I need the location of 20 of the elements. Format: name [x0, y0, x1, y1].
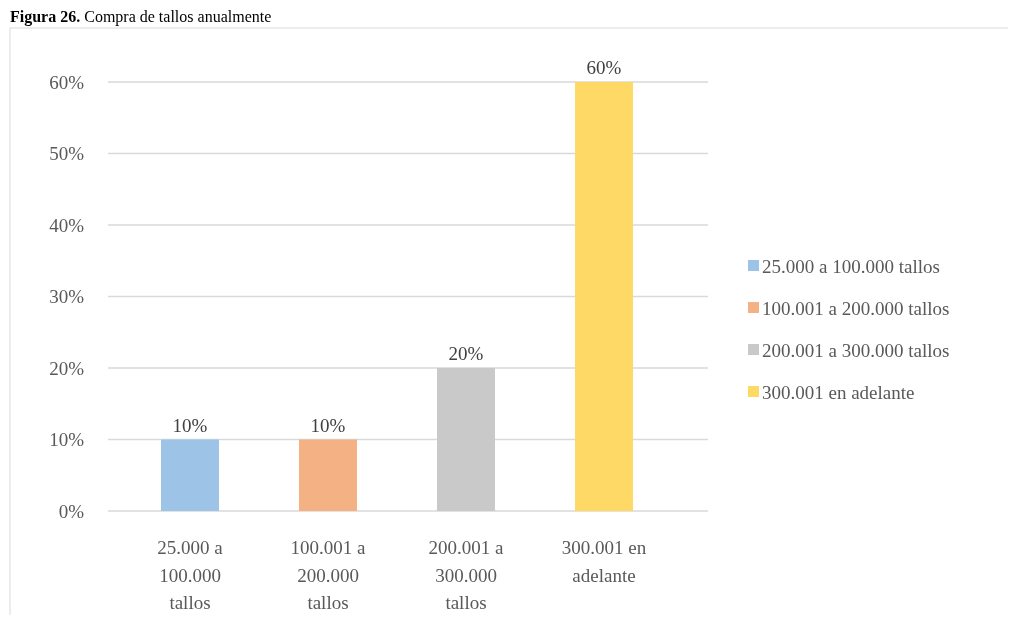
legend-label: 200.001 a 300.000 tallos — [762, 339, 950, 361]
y-tick-label: 10% — [49, 429, 85, 451]
legend-label: 25.000 a 100.000 tallos — [762, 255, 940, 277]
y-tick-label: 30% — [49, 286, 85, 308]
x-tick-label: 25.000 a 100.000 tallos — [157, 537, 224, 613]
y-tick-label: 50% — [49, 143, 85, 165]
data-label: 10% — [172, 414, 208, 436]
y-tick-label: 60% — [49, 71, 85, 93]
data-label: 60% — [586, 57, 622, 78]
legend-label: 100.001 a 200.000 tallos — [762, 297, 950, 319]
legend-label: 300.001 en adelante — [762, 381, 915, 403]
y-tick-label: 20% — [49, 357, 85, 379]
data-label: 20% — [448, 343, 484, 364]
chart-title: Figura 26. Compra de tallos anualmente — [10, 8, 272, 26]
x-tick-label: 200.001 a 300.000 tallos — [428, 537, 505, 613]
x-tick-label: 300.001 en adelante — [561, 537, 647, 586]
data-label: 10% — [310, 414, 346, 436]
x-tick-label: 100.001 a 200.000 tallos — [290, 537, 367, 613]
y-tick-label: 0% — [58, 500, 85, 522]
y-tick-label: 40% — [49, 214, 85, 236]
